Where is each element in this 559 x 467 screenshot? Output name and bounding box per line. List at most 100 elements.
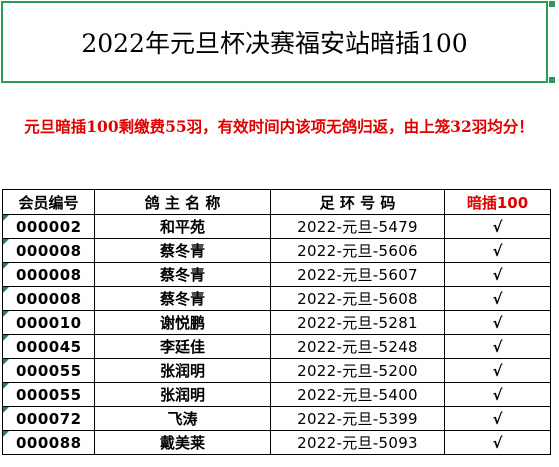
cell-owner[interactable]: 飞涛: [94, 406, 271, 431]
cell-check[interactable]: √: [444, 310, 551, 335]
selection-handle: [549, 1, 555, 7]
header-member-id: 会员编号: [2, 189, 95, 215]
header-ring: 足 环 号 码: [270, 189, 445, 215]
cell-member-id[interactable]: 000088: [2, 430, 95, 455]
cell-member-id[interactable]: 000010: [2, 310, 95, 335]
cell-marker-icon: [3, 239, 9, 245]
cell-ring-text: 2022-元旦-5606: [297, 242, 418, 260]
notice-text: 元旦暗插100剩缴费55羽，有效时间内该项无鸽归返，由上笼32羽均分！: [24, 117, 534, 136]
cell-owner[interactable]: 谢悦鹏: [94, 310, 271, 335]
cell-check[interactable]: √: [444, 406, 551, 431]
cell-marker-icon: [3, 215, 9, 221]
table-row[interactable]: 000045 李廷佳 2022-元旦-5248 √: [2, 334, 551, 359]
cell-ring[interactable]: 2022-元旦-5281: [270, 310, 445, 335]
table-row[interactable]: 000088 戴美莱 2022-元旦-5093 √: [2, 430, 551, 455]
cell-owner-text: 李廷佳: [159, 338, 205, 356]
cell-ring[interactable]: 2022-元旦-5479: [270, 214, 445, 239]
cell-ring-text: 2022-元旦-5400: [297, 386, 418, 404]
selection-handle: [549, 77, 555, 83]
cell-member-id-text: 000072: [16, 409, 82, 428]
cell-ring-text: 2022-元旦-5200: [297, 362, 418, 380]
cell-ring[interactable]: 2022-元旦-5606: [270, 238, 445, 263]
cell-check-text: √: [492, 241, 503, 260]
cell-check-text: √: [492, 409, 503, 428]
cell-marker-icon: [3, 407, 9, 413]
cell-check-text: √: [492, 217, 503, 236]
cell-ring[interactable]: 2022-元旦-5608: [270, 286, 445, 311]
table-row[interactable]: 000002 和平苑 2022-元旦-5479 √: [2, 214, 551, 239]
cell-check[interactable]: √: [444, 382, 551, 407]
cell-owner[interactable]: 戴美莱: [94, 430, 271, 455]
cell-marker-icon: [3, 311, 9, 317]
cell-ring-text: 2022-元旦-5608: [297, 290, 418, 308]
cell-check[interactable]: √: [444, 214, 551, 239]
cell-member-id[interactable]: 000008: [2, 238, 95, 263]
table-row[interactable]: 000008 蔡冬青 2022-元旦-5607 √: [2, 262, 551, 287]
cell-check[interactable]: √: [444, 430, 551, 455]
cell-member-id-text: 000002: [16, 217, 82, 236]
cell-member-id[interactable]: 000008: [2, 262, 95, 287]
cell-ring-text: 2022-元旦-5399: [297, 410, 418, 428]
cell-marker-icon: [3, 383, 9, 389]
cell-ring[interactable]: 2022-元旦-5200: [270, 358, 445, 383]
cell-owner-text: 和平苑: [159, 218, 205, 236]
cell-owner[interactable]: 蔡冬青: [94, 262, 271, 287]
cell-member-id-text: 000045: [16, 337, 82, 356]
table-row[interactable]: 000055 张润明 2022-元旦-5200 √: [2, 358, 551, 383]
cell-member-id-text: 000010: [16, 313, 82, 332]
cell-ring-text: 2022-元旦-5281: [297, 314, 418, 332]
cell-owner-text: 张润明: [159, 386, 205, 404]
cell-owner[interactable]: 张润明: [94, 382, 271, 407]
cell-member-id[interactable]: 000055: [2, 382, 95, 407]
table-header-row: 会员编号 鸽 主 名 称 足 环 号 码 暗插100: [2, 189, 551, 215]
cell-check-text: √: [492, 385, 503, 404]
cell-member-id-text: 000008: [16, 241, 82, 260]
cell-owner[interactable]: 李廷佳: [94, 334, 271, 359]
cell-ring[interactable]: 2022-元旦-5248: [270, 334, 445, 359]
cell-ring-text: 2022-元旦-5607: [297, 266, 418, 284]
cell-check-text: √: [492, 337, 503, 356]
cell-check[interactable]: √: [444, 238, 551, 263]
cell-check-text: √: [492, 361, 503, 380]
cell-ring[interactable]: 2022-元旦-5607: [270, 262, 445, 287]
table-row[interactable]: 000055 张润明 2022-元旦-5400 √: [2, 382, 551, 407]
cell-marker-icon: [3, 359, 9, 365]
results-table: 会员编号 鸽 主 名 称 足 环 号 码 暗插100 000002 和平苑 2022…: [2, 189, 551, 455]
cell-member-id[interactable]: 000008: [2, 286, 95, 311]
cell-check[interactable]: √: [444, 358, 551, 383]
cell-check-text: √: [492, 265, 503, 284]
cell-member-id-text: 000055: [16, 361, 82, 380]
table-row[interactable]: 000008 蔡冬青 2022-元旦-5608 √: [2, 286, 551, 311]
cell-marker-icon: [3, 263, 9, 269]
cell-marker-icon: [3, 287, 9, 293]
cell-check[interactable]: √: [444, 262, 551, 287]
cell-marker-icon: [3, 335, 9, 341]
cell-member-id[interactable]: 000002: [2, 214, 95, 239]
cell-check[interactable]: √: [444, 286, 551, 311]
cell-member-id[interactable]: 000072: [2, 406, 95, 431]
page-title: 2022年元旦杯决赛福安站暗插100: [81, 29, 468, 58]
cell-owner[interactable]: 张润明: [94, 358, 271, 383]
cell-member-id-text: 000008: [16, 289, 82, 308]
cell-member-id-text: 000008: [16, 265, 82, 284]
table-row[interactable]: 000008 蔡冬青 2022-元旦-5606 √: [2, 238, 551, 263]
cell-ring[interactable]: 2022-元旦-5093: [270, 430, 445, 455]
cell-owner[interactable]: 和平苑: [94, 214, 271, 239]
table-row[interactable]: 000010 谢悦鹏 2022-元旦-5281 √: [2, 310, 551, 335]
cell-ring-text: 2022-元旦-5093: [297, 434, 418, 452]
cell-member-id[interactable]: 000045: [2, 334, 95, 359]
header-owner: 鸽 主 名 称: [94, 189, 271, 215]
cell-member-id[interactable]: 000055: [2, 358, 95, 383]
cell-owner-text: 谢悦鹏: [159, 314, 205, 332]
cell-ring[interactable]: 2022-元旦-5400: [270, 382, 445, 407]
title-box: 2022年元旦杯决赛福安站暗插100: [1, 1, 548, 83]
table-row[interactable]: 000072 飞涛 2022-元旦-5399 √: [2, 406, 551, 431]
cell-owner-text: 蔡冬青: [159, 290, 205, 308]
cell-check[interactable]: √: [444, 334, 551, 359]
cell-owner[interactable]: 蔡冬青: [94, 286, 271, 311]
cell-owner[interactable]: 蔡冬青: [94, 238, 271, 263]
cell-owner-text: 张润明: [159, 362, 205, 380]
cell-owner-text: 飞涛: [167, 410, 198, 428]
cell-member-id-text: 000055: [16, 385, 82, 404]
cell-ring[interactable]: 2022-元旦-5399: [270, 406, 445, 431]
